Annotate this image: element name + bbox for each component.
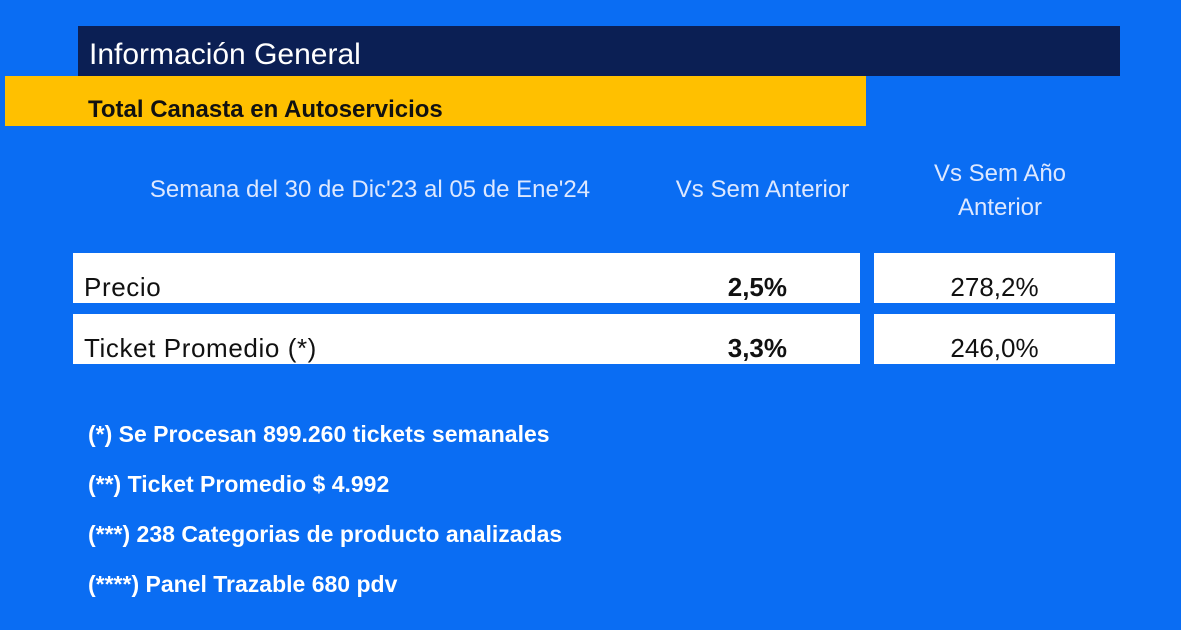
footnote-categorias: (***) 238 Categorias de producto analiza…: [88, 521, 563, 547]
column-header-vs-year-line2: Anterior: [957, 194, 1043, 221]
table-cell-ticket-vs-year: 246,0%: [874, 314, 1115, 364]
column-header-vs-year: Vs Sem Año Anterior: [880, 157, 1120, 225]
table-cell-precio-vs-year: 278,2%: [874, 253, 1115, 303]
column-header-week: Semana del 30 de Dic'23 al 05 de Ene'24: [149, 176, 591, 203]
row-vs-year-value: 278,2%: [950, 272, 1039, 302]
page-title: Información General: [89, 38, 361, 71]
row-label: Precio: [84, 272, 162, 302]
row-label: Ticket Promedio (*): [84, 333, 317, 363]
footnote-ticket-promedio: (**) Ticket Promedio $ 4.992: [88, 471, 390, 497]
row-vs-year-value: 246,0%: [950, 333, 1039, 363]
table-row-ticket-promedio: Ticket Promedio (*) 3,3%: [73, 314, 860, 364]
title-bar: Información General: [78, 26, 1120, 76]
page-subtitle: Total Canasta en Autoservicios: [88, 96, 443, 123]
footnote-panel: (****) Panel Trazable 680 pdv: [88, 571, 398, 597]
column-header-vs-year-line1: Vs Sem Año: [933, 160, 1067, 187]
row-vs-previous-value: 3,3%: [727, 333, 787, 363]
subtitle-bar: Total Canasta en Autoservicios: [5, 76, 866, 126]
column-header-vs-previous: Vs Sem Anterior: [675, 176, 850, 203]
row-vs-previous-value: 2,5%: [727, 272, 787, 302]
table-row-precio: Precio 2,5%: [73, 253, 860, 303]
footnote-tickets: (*) Se Procesan 899.260 tickets semanale…: [88, 421, 550, 447]
